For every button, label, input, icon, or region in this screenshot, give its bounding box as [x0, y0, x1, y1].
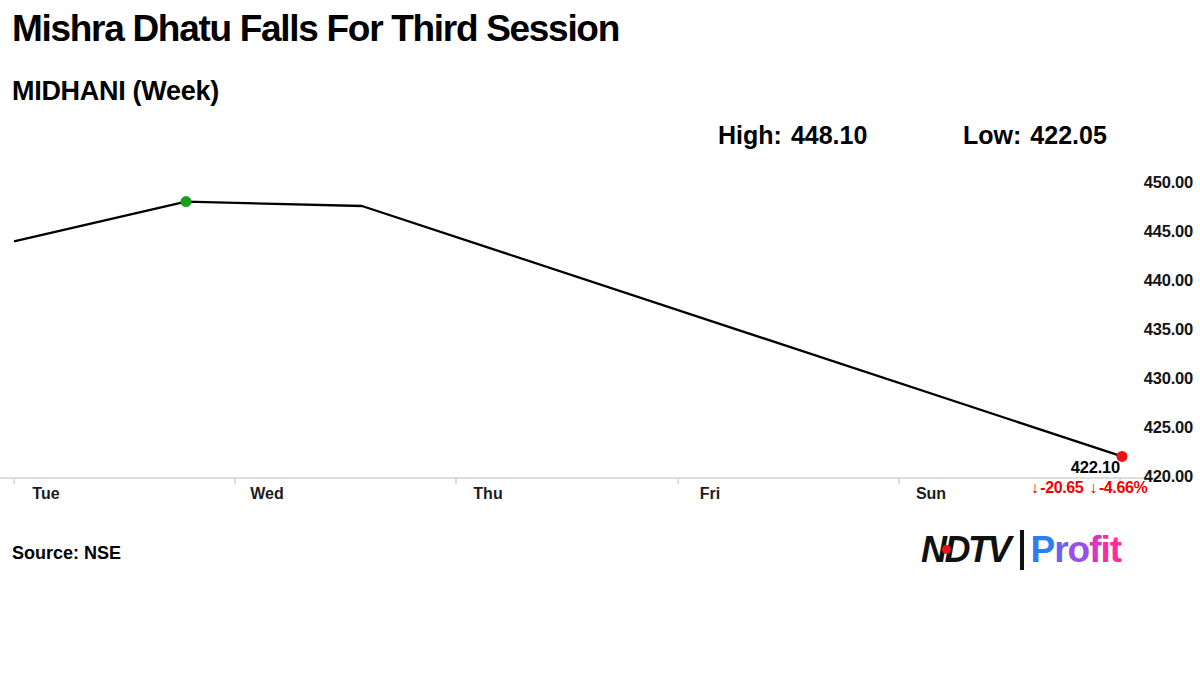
ndtv-profit-logo: NDTV Profit	[921, 527, 1121, 573]
y-axis-label: 445.00	[1103, 222, 1193, 241]
profit-letter: P	[1031, 529, 1055, 570]
price-chart	[0, 0, 1200, 675]
x-axis-label: Tue	[6, 485, 86, 503]
high-point-marker	[181, 196, 192, 207]
down-arrow-icon: ↓	[1089, 479, 1097, 496]
change-percent: -4.66%	[1099, 479, 1147, 496]
last-price-label: 422.10	[1040, 458, 1120, 477]
profit-letter: r	[1054, 529, 1067, 570]
ndtv-red-dot-icon	[942, 545, 951, 554]
y-axis-label: 430.00	[1103, 369, 1193, 388]
profit-letter: o	[1068, 529, 1090, 570]
y-axis-label: 425.00	[1103, 418, 1193, 437]
logo-divider	[1020, 530, 1024, 570]
down-arrow-icon: ↓	[1031, 479, 1039, 496]
y-axis-label: 435.00	[1103, 320, 1193, 339]
profit-wordmark: Profit	[1031, 529, 1122, 571]
x-axis-label: Fri	[670, 485, 750, 503]
x-axis-label: Wed	[227, 485, 307, 503]
profit-letter: f	[1089, 529, 1100, 570]
ndtv-wordmark: NDTV	[921, 529, 1017, 571]
y-axis-label: 450.00	[1103, 173, 1193, 192]
profit-letter: i	[1101, 529, 1110, 570]
change-value: -20.65	[1040, 479, 1083, 496]
x-axis-label: Thu	[448, 485, 528, 503]
profit-letter: t	[1110, 529, 1121, 570]
price-change-label: ↓-20.65↓-4.66%	[1019, 479, 1159, 497]
y-axis-label: 440.00	[1103, 271, 1193, 290]
x-axis-label: Sun	[891, 485, 971, 503]
price-line	[14, 202, 1122, 457]
